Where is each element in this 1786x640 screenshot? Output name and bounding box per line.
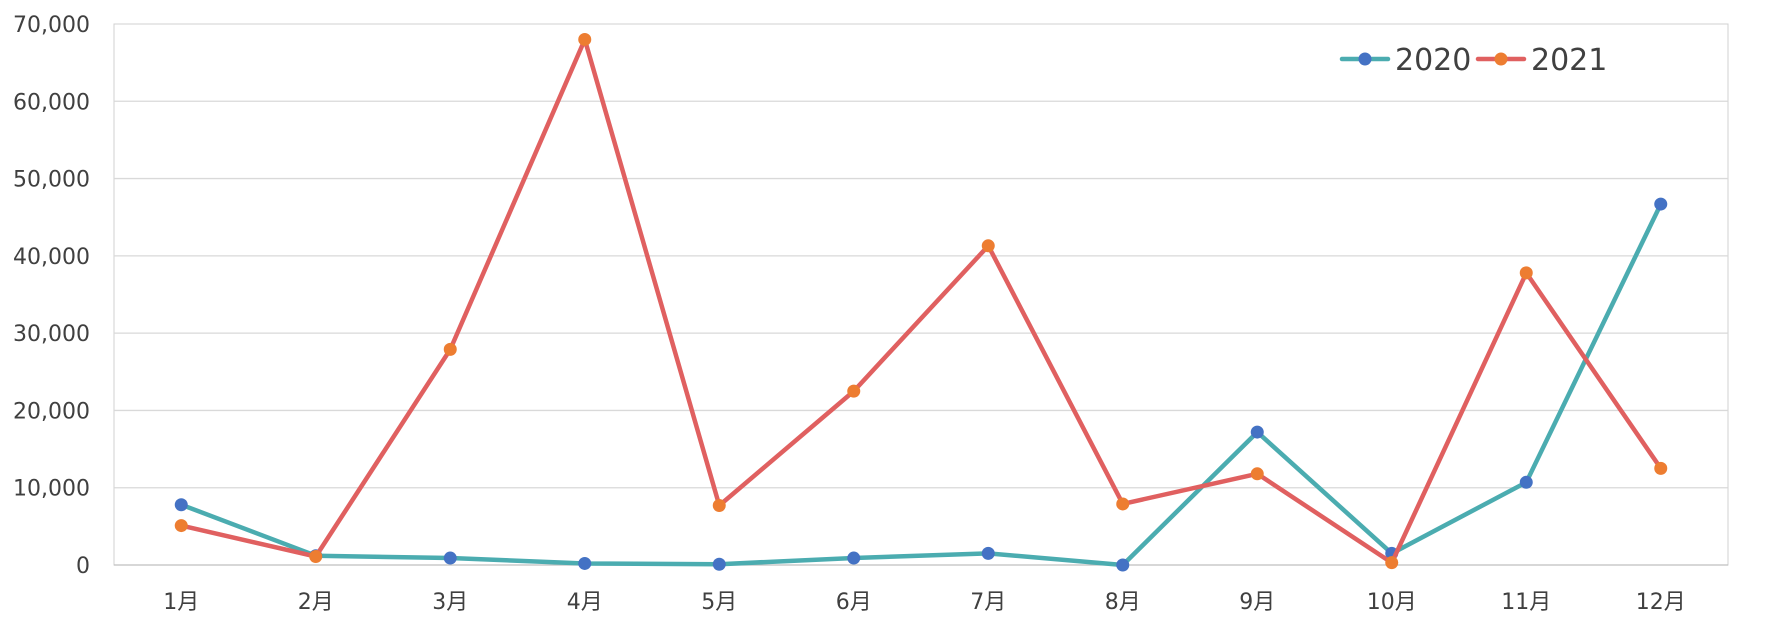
- x-axis: 1月 2月 3月 4月 5月 6月 7月 8月 9月 10月 11月 12月: [163, 590, 1686, 615]
- plot-area-border: [113, 23, 1729, 566]
- data-point: [712, 557, 726, 571]
- data-point: [1385, 556, 1399, 570]
- y-axis: 0 10,000 20,000 30,000 40,000 50,000 60,000 70,…: [13, 13, 90, 579]
- x-tick-label: 3月: [432, 590, 468, 615]
- data-point: [443, 551, 457, 565]
- y-tick-label: 20,000: [13, 399, 90, 424]
- data-point: [1519, 266, 1533, 280]
- data-point: [578, 556, 592, 570]
- data-point: [1116, 558, 1130, 572]
- data-point: [443, 342, 457, 356]
- y-tick-label: 0: [76, 554, 90, 579]
- x-tick-label: 1月: [163, 590, 199, 615]
- legend-label: 2020: [1395, 43, 1471, 78]
- data-point: [1654, 197, 1668, 211]
- data-point: [174, 519, 188, 533]
- data-point: [847, 384, 861, 398]
- x-tick-label: 5月: [701, 590, 737, 615]
- data-point: [174, 498, 188, 512]
- data-point: [847, 551, 861, 565]
- series-line: [179, 201, 1664, 568]
- data-point: [1519, 475, 1533, 489]
- legend: 2020 2021: [1339, 43, 1607, 78]
- x-tick-label: 6月: [836, 590, 872, 615]
- legend-item: 2020: [1339, 43, 1471, 78]
- x-tick-label: 12月: [1636, 590, 1686, 615]
- data-point: [712, 498, 726, 512]
- legend-marker: [1358, 52, 1372, 66]
- data-point: [1654, 461, 1668, 475]
- legend-label: 2021: [1531, 43, 1607, 78]
- x-tick-label: 4月: [567, 590, 603, 615]
- x-tick-label: 9月: [1239, 590, 1275, 615]
- data-point: [1250, 425, 1264, 439]
- x-tick-label: 11月: [1501, 590, 1551, 615]
- x-tick-label: 7月: [970, 590, 1006, 615]
- y-tick-label: 70,000: [13, 13, 90, 38]
- y-tick-label: 30,000: [13, 322, 90, 347]
- series-2021: [174, 32, 1668, 570]
- series-group: [174, 32, 1668, 572]
- series-2020: [174, 197, 1668, 572]
- data-point: [981, 239, 995, 253]
- x-tick-label: 8月: [1105, 590, 1141, 615]
- data-point: [578, 32, 592, 46]
- y-tick-label: 60,000: [13, 90, 90, 115]
- data-point: [981, 546, 995, 560]
- data-point: [1116, 497, 1130, 511]
- data-point: [1250, 467, 1264, 481]
- x-tick-label: 10月: [1367, 590, 1417, 615]
- y-tick-label: 40,000: [13, 245, 90, 270]
- gridlines: [114, 100, 1728, 566]
- legend-marker: [1494, 52, 1508, 66]
- x-tick-label: 2月: [298, 590, 334, 615]
- legend-item: 2021: [1475, 43, 1607, 78]
- y-tick-label: 10,000: [13, 477, 90, 502]
- y-tick-label: 50,000: [13, 168, 90, 193]
- series-line: [179, 37, 1664, 565]
- data-point: [309, 549, 323, 563]
